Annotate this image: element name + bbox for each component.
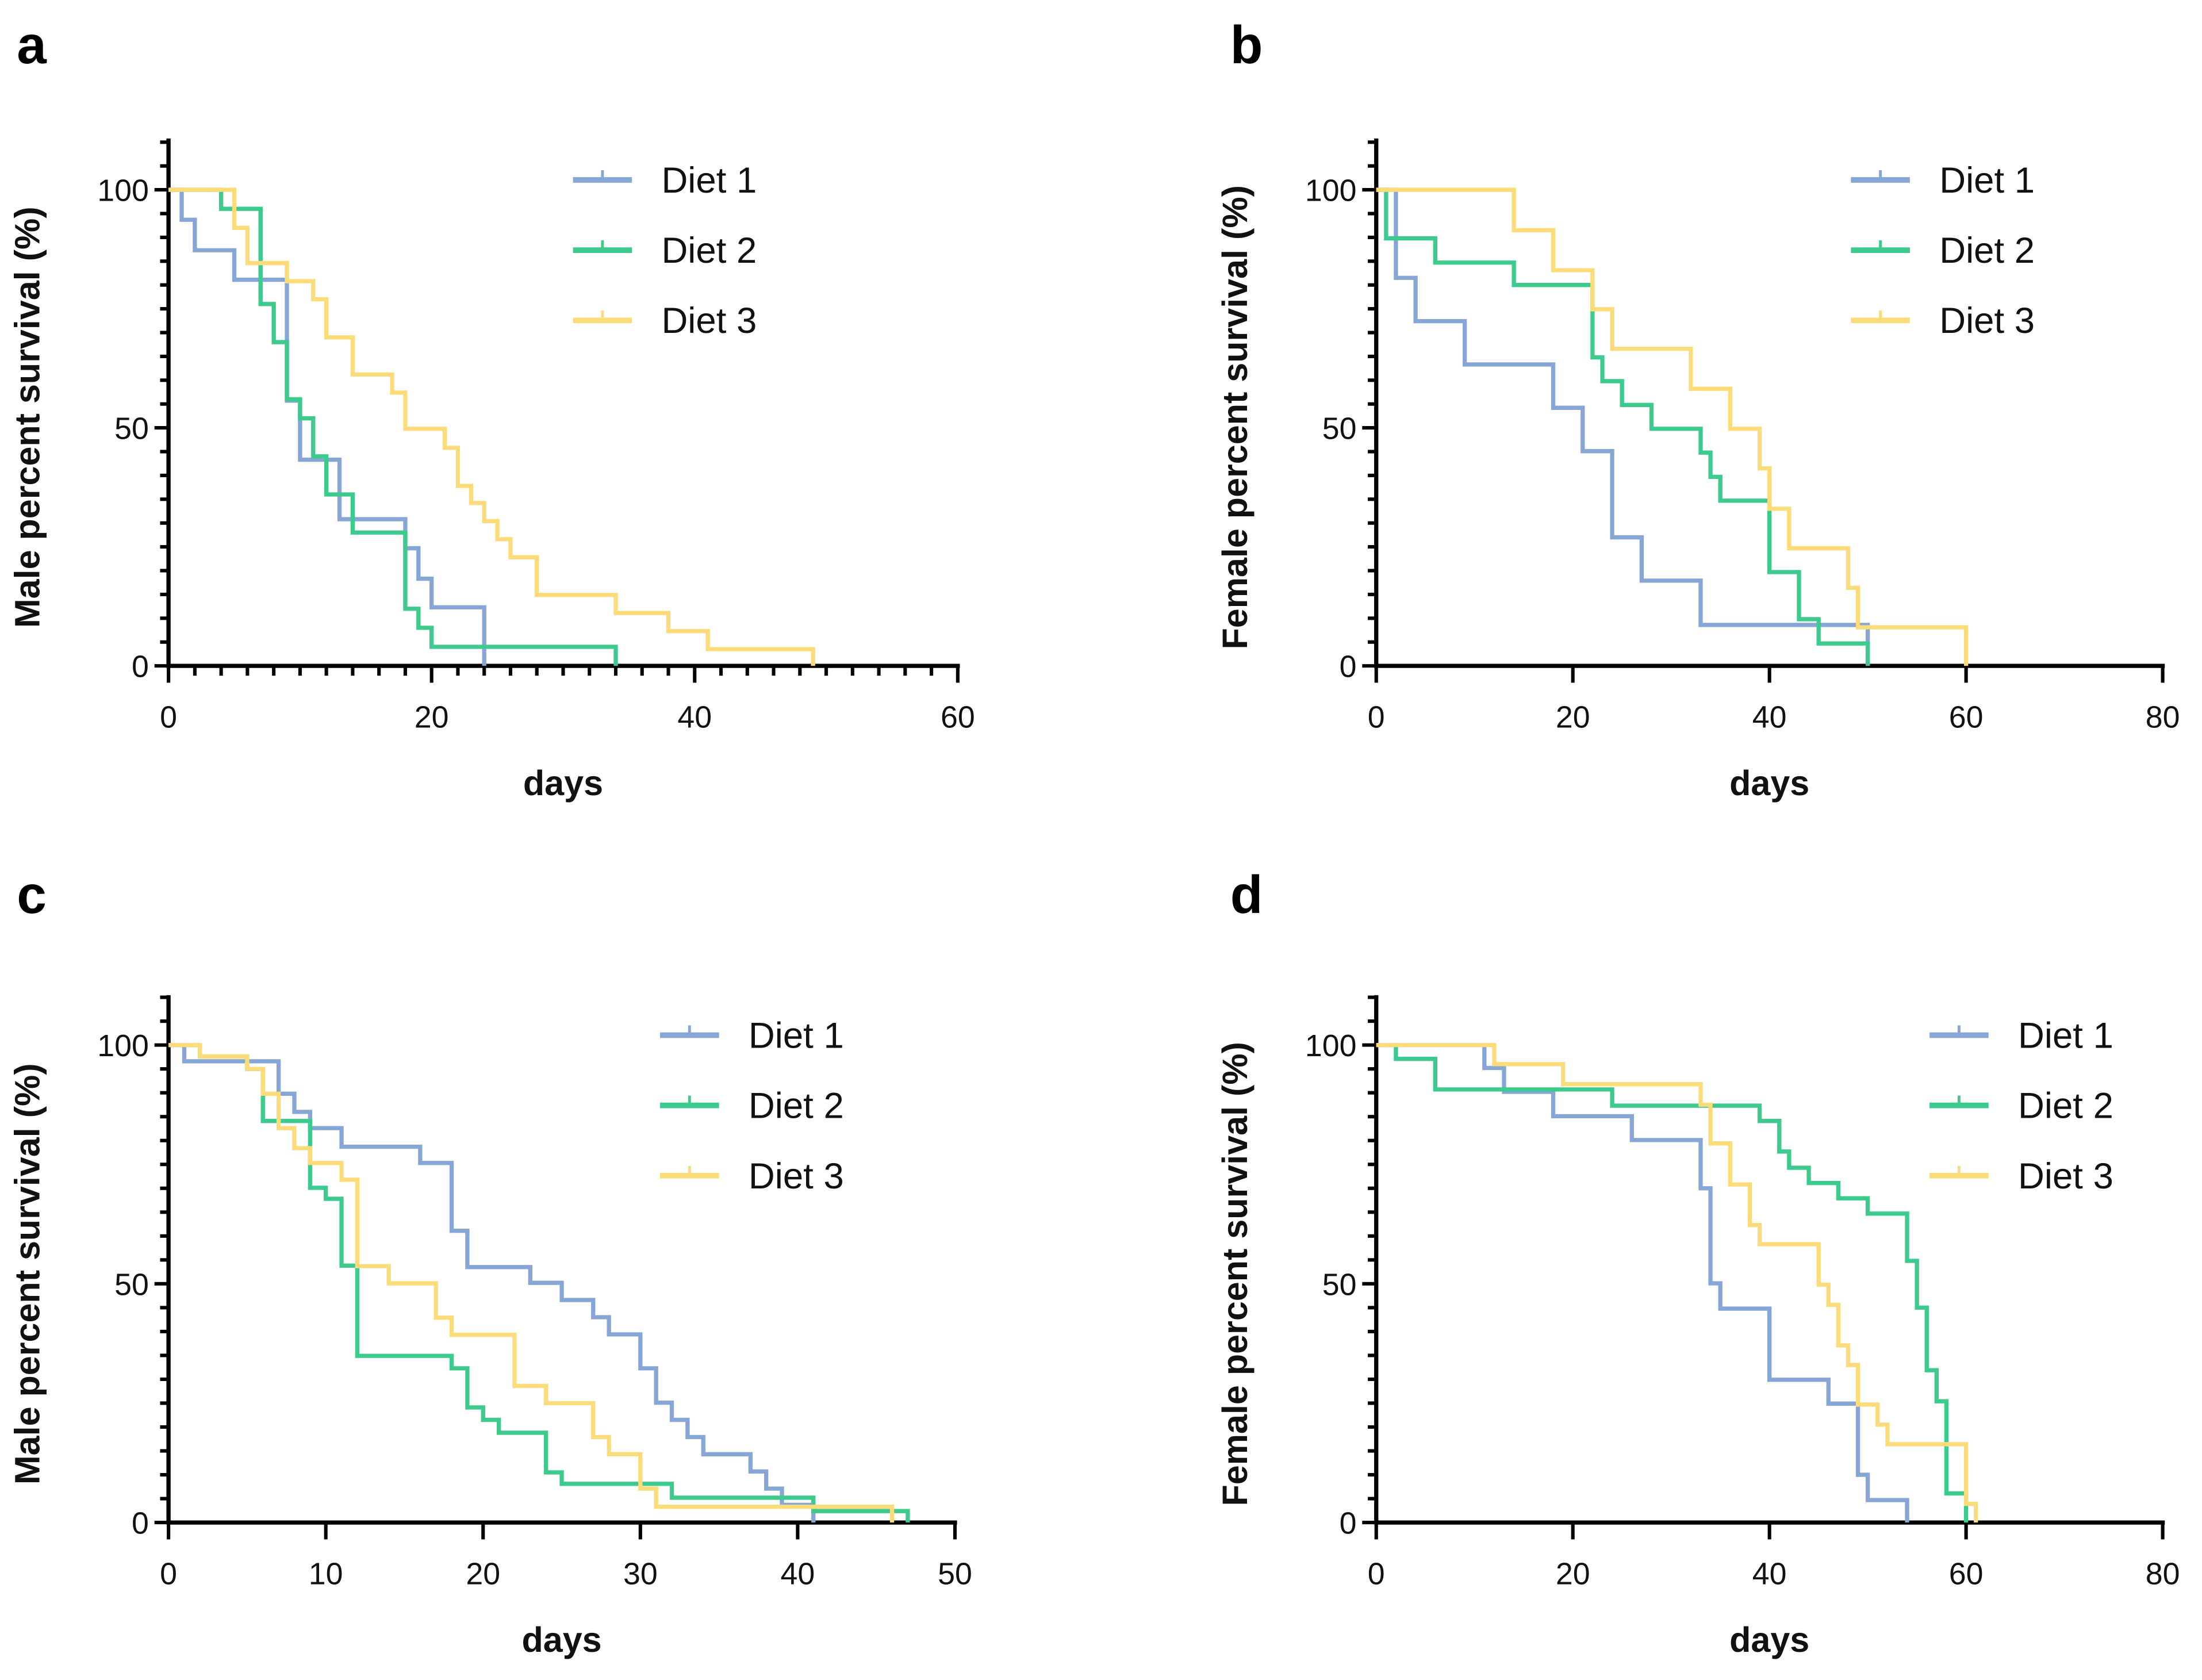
- x-tick-label: 40: [1752, 1557, 1787, 1591]
- legend-item: Diet 2: [573, 231, 757, 271]
- survival-curve-diet-3: [168, 187, 815, 666]
- survival-curve-diet-1: [168, 1042, 816, 1523]
- legend-item: Diet 2: [1851, 231, 2035, 271]
- legend-item: Diet 1: [1851, 160, 2035, 201]
- panel-label: d: [1230, 865, 1263, 925]
- x-axis-label: days: [523, 764, 603, 803]
- legend-label: Diet 1: [2018, 1016, 2113, 1056]
- x-tick-label: 0: [1368, 1557, 1385, 1591]
- x-tick-label: 40: [781, 1557, 815, 1591]
- survival-curve-diet-1: [168, 187, 486, 666]
- panel-c: c 0 50 100 0 10 20 30 40 50 days Male percent survi…: [7, 865, 972, 1659]
- panel-label: a: [17, 15, 47, 75]
- legend-item: Diet 1: [1929, 1016, 2113, 1056]
- legend-label: Diet 1: [1939, 160, 2035, 201]
- legend-item: Diet 1: [573, 160, 757, 201]
- legend-item: Diet 2: [660, 1086, 844, 1126]
- x-tick-label: 20: [1556, 700, 1590, 735]
- y-tick-label: 50: [1322, 1267, 1357, 1302]
- x-tick-label: 0: [1368, 700, 1385, 735]
- panel-a: a 0 50 100 0 20 40 60 days Male percent survival …: [7, 15, 975, 803]
- x-tick-label: 20: [415, 700, 449, 735]
- y-tick-label: 0: [132, 650, 149, 684]
- legend-label: Diet 1: [749, 1016, 844, 1056]
- x-tick-label: 40: [1752, 700, 1787, 735]
- legend-item: Diet 3: [573, 301, 757, 341]
- x-axis-label: days: [1729, 764, 1809, 803]
- x-tick-label: 30: [623, 1557, 658, 1591]
- axes: [1374, 995, 2165, 1525]
- y-axis-label: Female percent survival (%): [1215, 185, 1255, 650]
- legend-label: Diet 2: [661, 231, 757, 271]
- legend-item: Diet 1: [660, 1016, 844, 1056]
- survival-curve-diet-3: [1376, 1042, 1978, 1523]
- y-tick-label: 0: [1340, 1506, 1357, 1541]
- legend-label: Diet 2: [2018, 1086, 2113, 1126]
- y-tick-label: 100: [97, 1029, 149, 1063]
- survival-curve-diet-1: [1376, 1042, 1909, 1523]
- y-tick-label: 0: [1340, 650, 1357, 684]
- x-tick-label: 80: [2146, 700, 2180, 735]
- panel-label: b: [1230, 15, 1263, 75]
- legend-label: Diet 3: [1939, 301, 2035, 341]
- x-tick-label: 20: [1556, 1557, 1590, 1591]
- y-tick-label: 50: [114, 1267, 149, 1302]
- legend-label: Diet 2: [1939, 231, 2035, 271]
- x-tick-label: 40: [677, 700, 712, 735]
- x-tick-label: 80: [2146, 1557, 2180, 1591]
- y-tick-label: 100: [1305, 174, 1357, 208]
- panel-d: d 0 50 100 0 20 40 60 80 days Female percent survi…: [1215, 865, 2180, 1659]
- y-axis-label: Male percent survival (%): [7, 206, 47, 628]
- axes: [166, 138, 960, 668]
- x-axis-label: days: [521, 1620, 601, 1659]
- x-tick-label: 10: [309, 1557, 343, 1591]
- legend-label: Diet 3: [2018, 1156, 2113, 1196]
- x-tick-label: 0: [160, 1557, 177, 1591]
- survival-curve-diet-3: [1376, 187, 1969, 666]
- y-tick-label: 100: [97, 174, 149, 208]
- x-tick-label: 60: [1949, 1557, 1984, 1591]
- survival-curve-diet-2: [168, 187, 618, 666]
- x-tick-label: 60: [941, 700, 975, 735]
- axes: [1374, 138, 2165, 668]
- y-tick-label: 50: [114, 412, 149, 446]
- x-tick-label: 60: [1949, 700, 1984, 735]
- legend-label: Diet 3: [749, 1156, 844, 1196]
- survival-curve-diet-3: [168, 1042, 895, 1523]
- panel-b: b 0 50 100 0 20 40 60 80 days Female percent survi…: [1215, 15, 2180, 803]
- legend-item: Diet 3: [660, 1156, 844, 1196]
- axes: [166, 995, 957, 1525]
- x-axis-label: days: [1729, 1620, 1809, 1659]
- legend-item: Diet 3: [1929, 1156, 2113, 1196]
- legend-label: Diet 2: [749, 1086, 844, 1126]
- legend-label: Diet 1: [661, 160, 757, 201]
- x-tick-label: 50: [938, 1557, 972, 1591]
- survival-curve-diet-2: [1376, 187, 1870, 666]
- x-tick-label: 0: [160, 700, 177, 735]
- y-tick-label: 0: [132, 1506, 149, 1541]
- legend-label: Diet 3: [661, 301, 757, 341]
- x-tick-label: 20: [466, 1557, 500, 1591]
- y-axis-label: Female percent survival (%): [1215, 1042, 1255, 1506]
- y-tick-label: 100: [1305, 1029, 1357, 1063]
- legend-item: Diet 2: [1929, 1086, 2113, 1126]
- y-tick-label: 50: [1322, 412, 1357, 446]
- legend-item: Diet 3: [1851, 301, 2035, 341]
- survival-curve-diet-2: [1376, 1042, 1969, 1523]
- panel-label: c: [17, 865, 47, 925]
- survival-curve-diet-1: [1376, 187, 1870, 666]
- y-axis-label: Male percent survival (%): [7, 1063, 47, 1485]
